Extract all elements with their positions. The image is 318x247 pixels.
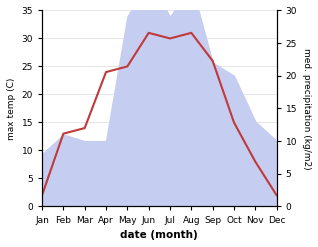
Y-axis label: max temp (C): max temp (C) <box>7 77 16 140</box>
X-axis label: date (month): date (month) <box>121 230 198 240</box>
Y-axis label: med. precipitation (kg/m2): med. precipitation (kg/m2) <box>302 48 311 169</box>
